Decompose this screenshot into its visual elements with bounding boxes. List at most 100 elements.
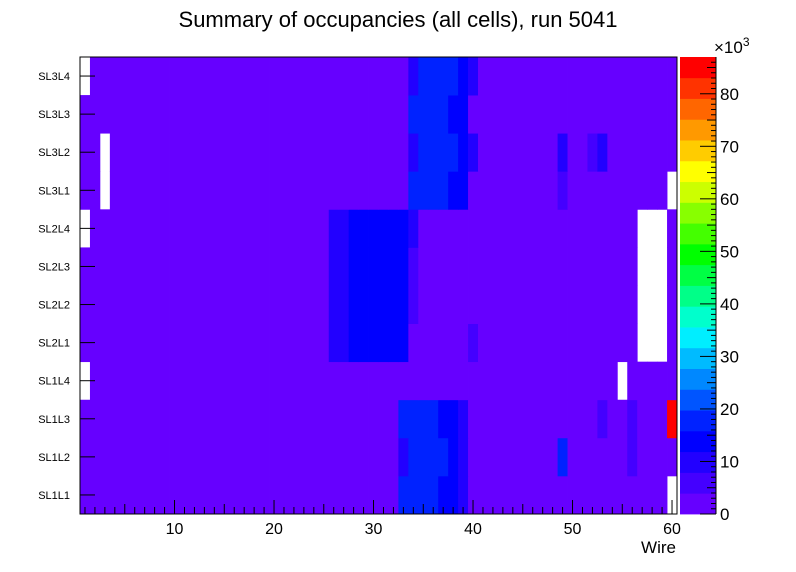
heatmap-cell <box>468 361 479 401</box>
heatmap-cell <box>557 171 568 210</box>
heatmap-cell <box>398 437 409 477</box>
heatmap-cell <box>487 95 499 134</box>
heatmap-cell <box>438 133 449 172</box>
heatmap-cell <box>587 133 598 172</box>
heatmap-cell <box>627 323 638 363</box>
heatmap-cell <box>249 209 260 248</box>
heatmap-cell <box>647 361 658 401</box>
heatmap-cell <box>487 247 499 286</box>
heatmap-cell <box>279 437 290 477</box>
heatmap-cell <box>487 323 499 363</box>
heatmap-cell <box>159 323 170 363</box>
heatmap-cell <box>159 57 170 96</box>
heatmap-cell <box>428 285 439 324</box>
heatmap-cell <box>507 361 519 401</box>
heatmap-cell <box>159 95 170 134</box>
heatmap-cell <box>577 95 588 134</box>
heatmap-cell <box>169 247 180 286</box>
heatmap-cell <box>358 399 369 439</box>
color-scale-swatch <box>680 98 716 120</box>
heatmap-cell <box>239 95 250 134</box>
heatmap-cell <box>269 57 280 96</box>
heatmap-cell <box>557 361 568 401</box>
heatmap-cell <box>99 209 111 248</box>
heatmap-cell <box>169 209 180 248</box>
color-scale-swatch <box>680 223 716 245</box>
heatmap-cell <box>308 475 320 515</box>
y-tick-label: SL3L2 <box>38 147 70 159</box>
heatmap-cell <box>209 247 220 286</box>
heatmap-cell <box>269 399 280 439</box>
heatmap-cell <box>338 171 350 210</box>
heatmap-cell <box>109 437 121 477</box>
heatmap-cell <box>507 209 519 248</box>
heatmap-cell <box>279 171 290 210</box>
heatmap-cell <box>179 475 190 515</box>
heatmap-cell <box>358 57 369 96</box>
heatmap-cell <box>348 209 359 248</box>
heatmap-cell <box>418 247 429 286</box>
heatmap-cell <box>219 475 230 515</box>
heatmap-cell <box>617 323 628 363</box>
heatmap-cell <box>179 361 190 401</box>
heatmap-cell <box>298 171 310 210</box>
heatmap-cell <box>617 247 628 286</box>
heatmap-cell <box>129 95 141 134</box>
heatmap-cell <box>617 133 628 172</box>
heatmap-cell <box>378 171 389 210</box>
heatmap-cell <box>328 57 340 96</box>
heatmap-cell <box>438 323 449 363</box>
heatmap-cell <box>478 323 489 363</box>
heatmap-cell <box>428 133 439 172</box>
heatmap-cell <box>358 361 369 401</box>
heatmap-cell <box>249 323 260 363</box>
heatmap-cell <box>259 285 270 324</box>
heatmap-cell <box>129 247 141 286</box>
heatmap-cell <box>229 57 240 96</box>
heatmap-cell <box>448 171 459 210</box>
heatmap-cell <box>577 323 588 363</box>
heatmap-cell <box>537 57 549 96</box>
heatmap-cell <box>507 171 519 210</box>
heatmap-cell <box>318 171 330 210</box>
heatmap-cell <box>348 323 359 363</box>
heatmap-cell <box>179 399 190 439</box>
heatmap-cell <box>517 475 529 515</box>
heatmap-cell <box>318 57 330 96</box>
heatmap-cell <box>527 323 539 363</box>
heatmap-cell <box>189 361 200 401</box>
heatmap-cell <box>159 247 170 286</box>
heatmap-cell <box>388 437 399 477</box>
heatmap-cell <box>517 133 529 172</box>
heatmap-cell <box>239 437 250 477</box>
heatmap-cell <box>497 209 509 248</box>
heatmap-cell <box>269 171 280 210</box>
heatmap-cell <box>109 475 121 515</box>
heatmap-cell <box>99 399 111 439</box>
heatmap-cell <box>219 57 230 96</box>
heatmap-cell <box>159 437 170 477</box>
heatmap-cell <box>99 247 111 286</box>
heatmap-cell <box>517 95 529 134</box>
color-scale: 0 10 20 30 40 50 60 70 80 <box>680 57 739 524</box>
color-scale-tick-label: 20 <box>720 400 739 419</box>
heatmap-cell <box>448 361 459 401</box>
heatmap-cell <box>338 323 350 363</box>
heatmap-cell <box>627 361 638 401</box>
heatmap-cell <box>537 171 549 210</box>
heatmap-cell <box>229 133 240 172</box>
heatmap-cell <box>478 57 489 96</box>
heatmap-cell <box>169 95 180 134</box>
heatmap-cell <box>308 209 320 248</box>
heatmap-cell <box>119 133 131 172</box>
color-scale-swatch <box>680 368 716 390</box>
heatmap-cell <box>288 399 300 439</box>
heatmap-cell <box>458 323 469 363</box>
heatmap-cell <box>657 437 668 477</box>
heatmap-cell <box>537 247 549 286</box>
heatmap-cell <box>189 57 200 96</box>
heatmap-cell <box>318 361 330 401</box>
heatmap-cell <box>527 171 539 210</box>
heatmap-cell <box>497 285 509 324</box>
heatmap-cell <box>378 475 389 515</box>
